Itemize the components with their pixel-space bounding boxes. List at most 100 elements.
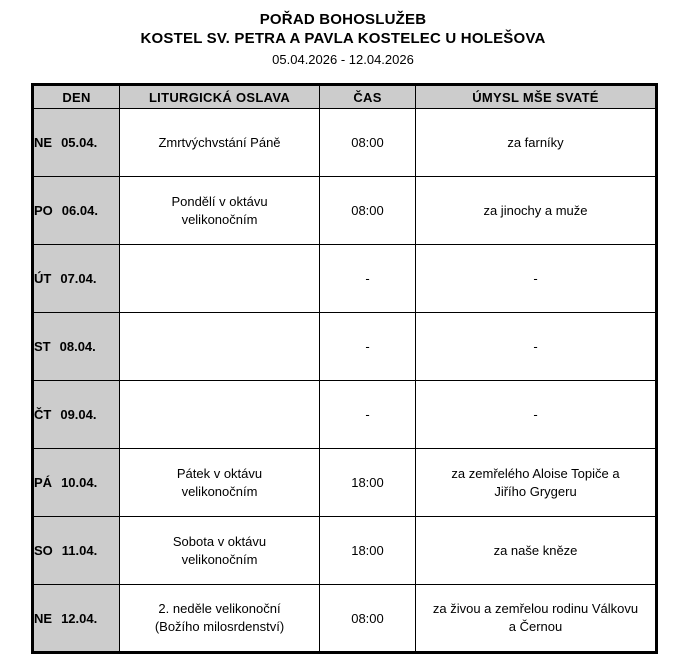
day-date: 08.04. [59,339,96,354]
day-cell: NE 12.04. [32,584,120,653]
day-abbreviation: ÚT [34,271,52,286]
day-cell: SO 11.04. [32,516,120,585]
table-row: ST 08.04. - - [32,312,657,381]
intention-text: za jinochy a muže [416,202,655,220]
day-date: 12.04. [61,610,98,626]
intention-cell: za farníky [415,108,657,177]
day-abbreviation: SO [34,543,53,558]
time-cell: 18:00 [319,448,416,517]
table-row: ÚT 07.04. - - [32,244,657,313]
intention-cell: - [415,244,657,313]
day-cell: ÚT 07.04. [32,244,120,313]
day-cell: ST 08.04. [32,312,120,381]
day-cell: PO 06.04. [32,176,120,245]
intention-text: za živou a zemřelou rodinu Válkovu a Čer… [416,600,655,636]
table-header: DEN LITURGICKÁ OSLAVA ČAS ÚMYSL MŠE SVAT… [32,84,657,109]
liturgy-cell: Sobota v oktávu velikonočním [119,516,320,585]
time-cell: 18:00 [319,516,416,585]
day-abbreviation: PO [34,203,53,218]
liturgy-line-2: velikonočním [181,551,258,567]
intention-text: - [416,406,655,424]
liturgy-cell [119,244,320,313]
intention-line-2: Jiřího Grygeru [494,483,577,499]
intention-line-1: - [533,406,538,422]
table-row: SO 11.04. Sobota v oktávu velikonočním 18… [32,516,657,585]
time-cell: - [319,380,416,449]
schedule-table-wrapper: DEN LITURGICKÁ OSLAVA ČAS ÚMYSL MŠE SVAT… [0,70,686,654]
intention-text: za naše kněze [416,542,655,560]
liturgy-cell: Pondělí v oktávu velikonočním [119,176,320,245]
liturgy-text: 2. neděle velikonoční (Božího milosrdens… [120,600,319,636]
intention-cell: - [415,312,657,381]
time-cell: 08:00 [319,176,416,245]
liturgy-line-2: velikonočním [181,211,258,227]
table-row: NE 12.04. 2. neděle velikonoční (Božího m… [32,584,657,653]
table-header-row: DEN LITURGICKÁ OSLAVA ČAS ÚMYSL MŠE SVAT… [32,84,657,109]
mass-schedule-table: DEN LITURGICKÁ OSLAVA ČAS ÚMYSL MŠE SVAT… [31,83,658,654]
intention-text: za farníky [416,134,655,152]
intention-cell: za zemřelého Aloise Topiče a Jiřího Gryg… [415,448,657,517]
liturgy-cell [119,380,320,449]
day-date: 11.04. [61,543,98,558]
intention-line-1: - [533,338,538,354]
table-row: PO 06.04. Pondělí v oktávu velikonočním 0… [32,176,657,245]
liturgy-cell [119,312,320,381]
document-heading: POŘAD BOHOSLUŽEB KOSTEL SV. PETRA A PAVL… [0,0,686,70]
liturgy-line-1: 2. neděle velikonoční [158,601,281,616]
intention-line-1: za živou a zemřelou rodinu Válkovu [432,601,639,616]
intention-cell: za jinochy a muže [415,176,657,245]
liturgy-line-1: Sobota v oktávu [172,533,267,549]
liturgy-line-1: Pátek v oktávu [176,465,263,481]
liturgy-line-1: Zmrtvýchvstání Páně [158,134,281,150]
liturgy-cell: Pátek v oktávu velikonočním [119,448,320,517]
intention-cell: za naše kněze [415,516,657,585]
column-header-liturgicka-oslava: LITURGICKÁ OSLAVA [119,84,320,109]
day-cell: NE 05.04. [32,108,120,177]
liturgy-line-2: velikonočním [181,483,258,499]
intention-text: - [416,270,655,288]
table-row: PÁ 10.04. Pátek v oktávu velikonočním 18:… [32,448,657,517]
intention-line-1: - [533,270,538,286]
liturgy-text: Zmrtvýchvstání Páně [120,134,319,152]
day-cell: ČT 09.04. [32,380,120,449]
page-title-line-1: POŘAD BOHOSLUŽEB [259,11,427,28]
intention-text: - [416,338,655,356]
time-cell: - [319,244,416,313]
column-header-umysl-mse-svate: ÚMYSL MŠE SVATÉ [415,84,657,109]
liturgy-text: Pondělí v oktávu velikonočním [120,193,319,229]
liturgy-text: Sobota v oktávu velikonočním [120,533,319,569]
day-date: 10.04. [61,475,98,490]
table-body: NE 05.04. Zmrtvýchvstání Páně 08:00 za fa… [32,108,657,653]
table-row: ČT 09.04. - - [32,380,657,449]
table-row: NE 05.04. Zmrtvýchvstání Páně 08:00 za fa… [32,108,657,177]
day-date: 05.04. [61,135,98,150]
day-date: 06.04. [61,203,98,218]
day-date: 09.04. [60,407,97,422]
day-abbreviation: NE [34,610,53,626]
liturgy-text: Pátek v oktávu velikonočním [120,465,319,501]
date-range-subtitle: 05.04.2026 - 12.04.2026 [272,52,414,67]
intention-line-1: za farníky [507,134,564,150]
page-title-line-2: KOSTEL SV. PETRA A PAVLA KOSTELEC U HOLE… [140,30,546,47]
intention-line-1: za jinochy a muže [483,202,588,218]
day-abbreviation: PÁ [34,475,53,490]
day-cell: PÁ 10.04. [32,448,120,517]
intention-cell: - [415,380,657,449]
liturgy-cell: Zmrtvýchvstání Páně [119,108,320,177]
day-abbreviation: NE [34,135,53,150]
intention-line-1: za zemřelého Aloise Topiče a [451,465,620,481]
day-abbreviation: ČT [34,407,52,422]
time-cell: 08:00 [319,108,416,177]
liturgy-cell: 2. neděle velikonoční (Božího milosrdens… [119,584,320,653]
intention-text: za zemřelého Aloise Topiče a Jiřího Gryg… [416,465,655,501]
column-header-den: DEN [32,84,120,109]
intention-line-1: za naše kněze [493,542,578,558]
day-abbreviation: ST [34,339,51,354]
time-cell: - [319,312,416,381]
day-date: 07.04. [60,271,97,286]
time-cell: 08:00 [319,584,416,653]
liturgy-line-2: (Božího milosrdenství) [154,619,285,634]
intention-cell: za živou a zemřelou rodinu Válkovu a Čer… [415,584,657,653]
liturgy-line-1: Pondělí v oktávu [171,193,268,209]
column-header-cas: ČAS [319,84,416,109]
